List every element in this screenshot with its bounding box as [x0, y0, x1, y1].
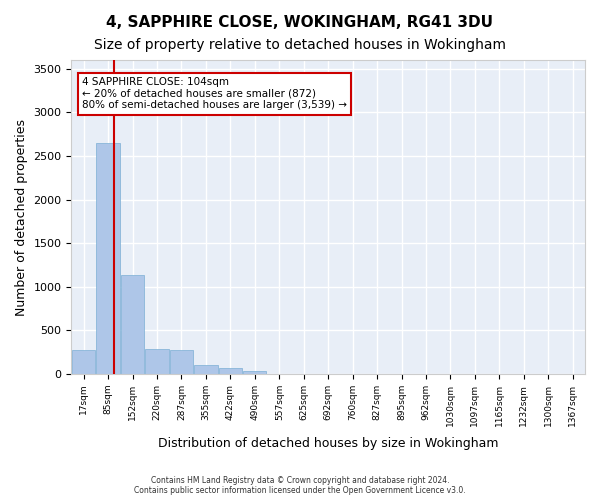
Bar — [194, 366, 218, 374]
Bar — [72, 350, 95, 374]
Y-axis label: Number of detached properties: Number of detached properties — [15, 118, 28, 316]
Bar — [219, 368, 242, 374]
Text: Contains HM Land Registry data © Crown copyright and database right 2024.
Contai: Contains HM Land Registry data © Crown c… — [134, 476, 466, 495]
Bar — [145, 349, 169, 374]
Bar — [121, 274, 144, 374]
Bar — [170, 350, 193, 374]
Text: Size of property relative to detached houses in Wokingham: Size of property relative to detached ho… — [94, 38, 506, 52]
Bar — [243, 370, 266, 374]
Bar — [97, 143, 120, 374]
Text: 4 SAPPHIRE CLOSE: 104sqm
← 20% of detached houses are smaller (872)
80% of semi-: 4 SAPPHIRE CLOSE: 104sqm ← 20% of detach… — [82, 78, 347, 110]
Text: 4, SAPPHIRE CLOSE, WOKINGHAM, RG41 3DU: 4, SAPPHIRE CLOSE, WOKINGHAM, RG41 3DU — [107, 15, 493, 30]
X-axis label: Distribution of detached houses by size in Wokingham: Distribution of detached houses by size … — [158, 437, 499, 450]
